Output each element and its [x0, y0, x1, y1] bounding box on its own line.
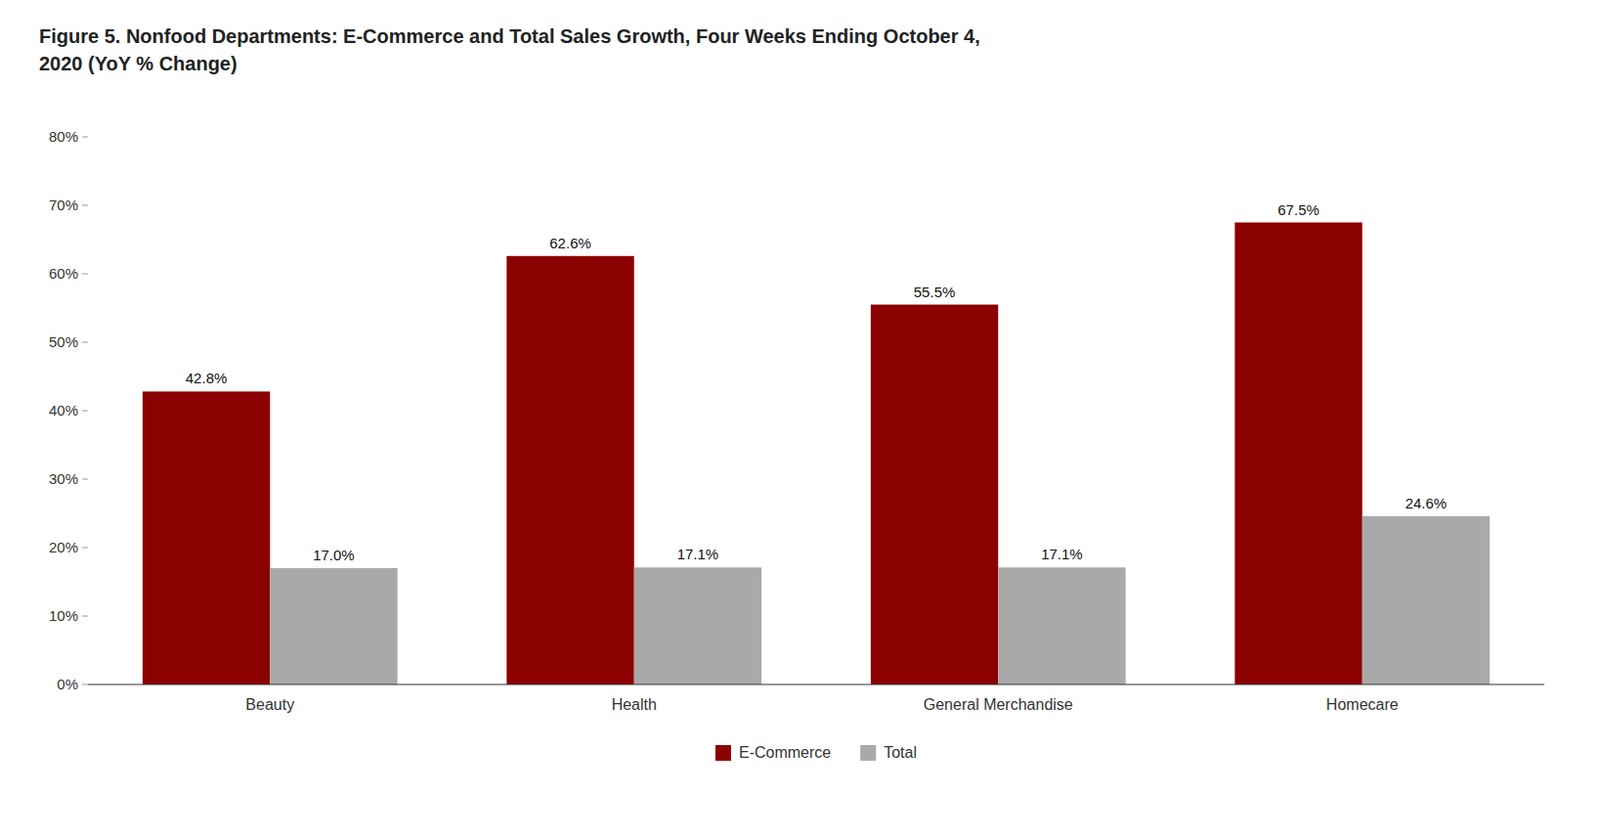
bar: Total – General Merchandise: 17.1%	[997, 566, 1125, 685]
legend-label: E-Commerce	[738, 743, 831, 761]
bars: E-Commerce – Beauty: 42.8% E-Commerce – H…	[142, 222, 1490, 686]
data-labels: 42.8% 62.6% 55.5% 67.5% 17.0% 17.1% 17.1% 24.6%	[185, 201, 1447, 564]
bar: E-Commerce – General Merchandise: 55.5%	[870, 304, 998, 686]
tick-label: 40%	[48, 401, 79, 419]
tick-mark	[82, 136, 88, 138]
tick-mark	[82, 615, 88, 617]
bar: E-Commerce – Homecare: 67.5%	[1234, 222, 1362, 686]
bar: E-Commerce – Health: 62.6%	[506, 256, 634, 685]
data-label: 24.6%	[1405, 494, 1448, 512]
tick-label: 10%	[48, 606, 79, 624]
bar: Total – Homecare: 24.6%	[1362, 516, 1490, 685]
tick-label: 20%	[48, 538, 79, 556]
title: Figure 5. Nonfood Departments: E-Commerc…	[39, 25, 981, 47]
category-label: Health	[611, 695, 657, 713]
data-label: 42.8%	[185, 369, 228, 387]
legend-item: Total	[860, 743, 917, 761]
tick-mark	[82, 273, 88, 275]
bar: E-Commerce – Beauty: 42.8%	[142, 390, 270, 685]
bar: Total – Health: 17.1%	[634, 566, 762, 685]
legend-label: Total	[883, 743, 917, 761]
tick-label: 70%	[48, 196, 79, 214]
tick-mark	[82, 684, 88, 686]
tick-label: 30%	[48, 470, 79, 487]
data-label: 17.1%	[1040, 545, 1083, 563]
category-label: Homecare	[1326, 695, 1399, 713]
tick-mark	[82, 410, 88, 412]
data-label: 67.5%	[1277, 201, 1320, 218]
tick-label: 80%	[48, 128, 79, 145]
legend: E-Commerce Total	[715, 743, 917, 761]
category-label: Beauty	[245, 695, 295, 713]
subtitle: 2020 (YoY % Change)	[39, 52, 238, 75]
axis-line	[87, 684, 1545, 686]
tick-label: 50%	[48, 333, 79, 350]
bar: Total – Beauty: 17.0%	[269, 567, 397, 685]
tick-mark	[82, 342, 88, 344]
tick-mark	[82, 205, 88, 207]
data-label: 62.6%	[549, 234, 592, 252]
data-label: 55.5%	[913, 283, 956, 301]
data-label: 17.0%	[312, 546, 355, 563]
legend-swatch	[860, 744, 876, 761]
data-label: 17.1%	[677, 545, 720, 563]
chart: Figure 5. Nonfood Departments: E-Commerc…	[0, 0, 1600, 838]
tick-label: 60%	[48, 264, 79, 282]
y-axis: 0% 10% 20% 30% 40% 50% 60% 70% 80%	[48, 128, 88, 692]
tick-label: 0%	[56, 675, 79, 692]
category-label: General Merchandise	[923, 695, 1074, 713]
x-axis: Beauty Health General Merchandise Homecare	[87, 684, 1545, 713]
tick-mark	[82, 547, 88, 549]
legend-swatch	[715, 744, 732, 761]
tick-mark	[82, 478, 88, 480]
legend-item: E-Commerce	[715, 743, 831, 761]
